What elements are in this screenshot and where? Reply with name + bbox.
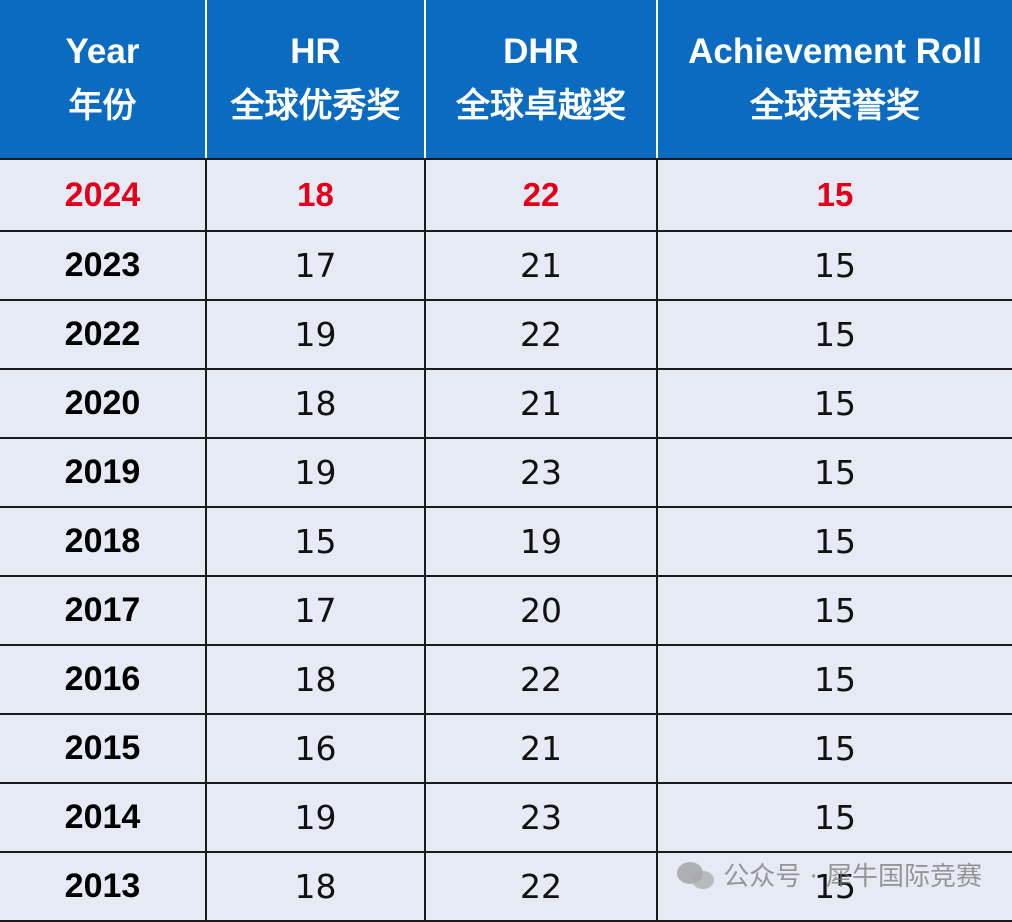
cell-dhr: 19 (424, 507, 658, 577)
table-row: 2017 17 20 15 (0, 576, 1012, 646)
cell-dhr: 22 (424, 300, 658, 370)
cell-hr: 18 (205, 369, 426, 439)
header-year-zh: 年份 (68, 86, 137, 126)
cell-hr: 15 (205, 507, 426, 577)
cell-year: 2015 (0, 714, 207, 784)
header-hr-en: HR (290, 32, 341, 71)
header-year: Year 年份 (0, 0, 207, 160)
cell-year: 2023 (0, 231, 207, 301)
cell-hr: 16 (205, 714, 426, 784)
cell-dhr: 21 (424, 231, 658, 301)
cell-achievement: 15 (656, 783, 1012, 853)
header-achievement-zh: 全球荣誉奖 (750, 86, 920, 126)
cell-year: 2016 (0, 645, 207, 715)
cell-achievement: 15 (656, 576, 1012, 646)
cell-dhr: 21 (424, 369, 658, 439)
cell-year: 2013 (0, 852, 207, 922)
header-achievement-en: Achievement Roll (688, 32, 982, 71)
cell-hr: 19 (205, 300, 426, 370)
cell-year: 2018 (0, 507, 207, 577)
cell-hr: 17 (205, 576, 426, 646)
cell-achievement: 15 (656, 507, 1012, 577)
header-achievement: Achievement Roll 全球荣誉奖 (656, 0, 1012, 160)
cell-achievement: 15 (656, 714, 1012, 784)
cell-hr: 19 (205, 438, 426, 508)
header-dhr-zh: 全球卓越奖 (456, 86, 626, 126)
cell-hr: 19 (205, 783, 426, 853)
cell-achievement: 15 (656, 231, 1012, 301)
cell-hr: 18 (205, 159, 426, 232)
table-row: 2014 19 23 15 (0, 783, 1012, 853)
cell-year: 2017 (0, 576, 207, 646)
cell-achievement: 15 (656, 159, 1012, 232)
cell-year: 2019 (0, 438, 207, 508)
header-hr: HR 全球优秀奖 (205, 0, 426, 160)
cell-year: 2020 (0, 369, 207, 439)
header-dhr-en: DHR (503, 32, 579, 71)
cell-dhr: 22 (424, 645, 658, 715)
header-year-en: Year (65, 32, 140, 71)
header-hr-zh: 全球优秀奖 (230, 86, 401, 126)
cell-hr: 18 (205, 645, 426, 715)
table-row: 2018 15 19 15 (0, 507, 1012, 577)
table-row: 2022 19 22 15 (0, 300, 1012, 370)
table-row: 2019 19 23 15 (0, 438, 1012, 508)
header-dhr: DHR 全球卓越奖 (424, 0, 658, 160)
table-row: 2013 18 22 15 (0, 852, 1012, 922)
table-row: 2020 18 21 15 (0, 369, 1012, 439)
cell-achievement: 15 (656, 300, 1012, 370)
cell-dhr: 23 (424, 438, 658, 508)
cell-hr: 18 (205, 852, 426, 922)
table-header: Year 年份 HR 全球优秀奖 DHR 全球卓越奖 Achievement R… (0, 0, 1012, 160)
cell-hr: 17 (205, 231, 426, 301)
table-row: 2023 17 21 15 (0, 231, 1012, 301)
header-row: Year 年份 HR 全球优秀奖 DHR 全球卓越奖 Achievement R… (0, 0, 1012, 160)
cell-dhr: 23 (424, 783, 658, 853)
cell-dhr: 22 (424, 159, 658, 232)
table-body: 2024 18 22 15 2023 17 21 15 2022 19 22 1… (0, 159, 1012, 922)
cell-year: 2022 (0, 300, 207, 370)
cell-achievement: 15 (656, 645, 1012, 715)
cell-achievement: 15 (656, 438, 1012, 508)
cell-achievement: 15 (656, 852, 1012, 922)
cell-dhr: 21 (424, 714, 658, 784)
table-row: 2024 18 22 15 (0, 159, 1012, 232)
cell-achievement: 15 (656, 369, 1012, 439)
table-row: 2016 18 22 15 (0, 645, 1012, 715)
cell-year: 2014 (0, 783, 207, 853)
cell-year: 2024 (0, 159, 207, 232)
cell-dhr: 20 (424, 576, 658, 646)
cell-dhr: 22 (424, 852, 658, 922)
table-row: 2015 16 21 15 (0, 714, 1012, 784)
